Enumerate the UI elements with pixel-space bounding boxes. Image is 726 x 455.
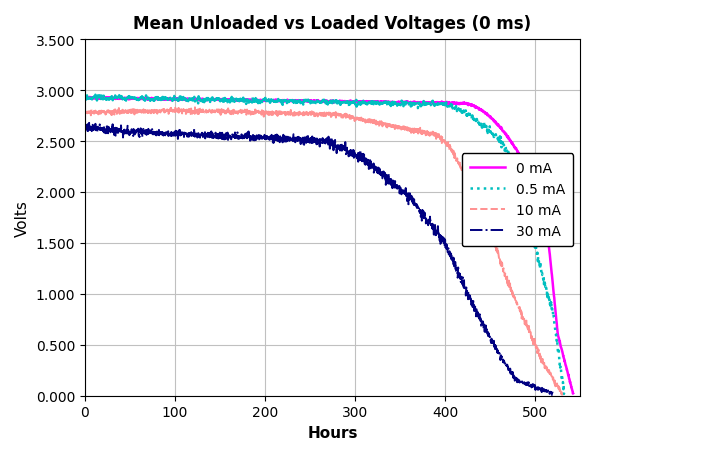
10 mA: [447, 147, 456, 153]
0.5 mA: [166, 97, 175, 102]
0 mA: [568, 391, 577, 396]
10 mA: [558, 393, 567, 398]
0 mA: [568, 391, 577, 396]
10 mA: [81, 111, 89, 116]
0 mA: [344, 101, 353, 106]
10 mA: [191, 106, 200, 111]
0.5 mA: [287, 99, 295, 104]
Legend: 0 mA, 0.5 mA, 10 mA, 30 mA: 0 mA, 0.5 mA, 10 mA, 30 mA: [462, 153, 574, 247]
30 mA: [525, 382, 534, 388]
30 mA: [85, 121, 94, 126]
X-axis label: Hours: Hours: [307, 425, 358, 440]
30 mA: [236, 136, 245, 142]
10 mA: [219, 110, 228, 116]
30 mA: [118, 136, 127, 141]
30 mA: [547, 392, 556, 398]
0.5 mA: [189, 96, 197, 102]
0.5 mA: [81, 96, 89, 101]
10 mA: [289, 114, 298, 119]
0.5 mA: [379, 101, 388, 106]
10 mA: [486, 233, 494, 238]
0 mA: [81, 95, 89, 101]
0.5 mA: [91, 93, 99, 98]
0 mA: [155, 96, 163, 102]
30 mA: [467, 297, 476, 302]
0 mA: [393, 101, 402, 106]
0.5 mA: [441, 103, 449, 108]
0 mA: [91, 95, 99, 101]
0 mA: [174, 97, 183, 103]
0 mA: [356, 100, 364, 106]
Line: 30 mA: 30 mA: [85, 124, 553, 395]
30 mA: [549, 390, 558, 396]
Line: 0.5 mA: 0.5 mA: [85, 96, 564, 394]
0.5 mA: [269, 99, 278, 105]
30 mA: [370, 167, 379, 172]
0 mA: [176, 98, 184, 103]
0.5 mA: [560, 390, 568, 396]
0.5 mA: [560, 391, 568, 397]
30 mA: [81, 126, 89, 131]
10 mA: [469, 190, 478, 196]
30 mA: [456, 271, 465, 277]
Y-axis label: Volts: Volts: [15, 200, 30, 236]
Title: Mean Unloaded vs Loaded Voltages (0 ms): Mean Unloaded vs Loaded Voltages (0 ms): [134, 15, 531, 33]
Line: 10 mA: 10 mA: [85, 108, 563, 395]
10 mA: [194, 106, 203, 111]
Line: 0 mA: 0 mA: [85, 98, 573, 394]
